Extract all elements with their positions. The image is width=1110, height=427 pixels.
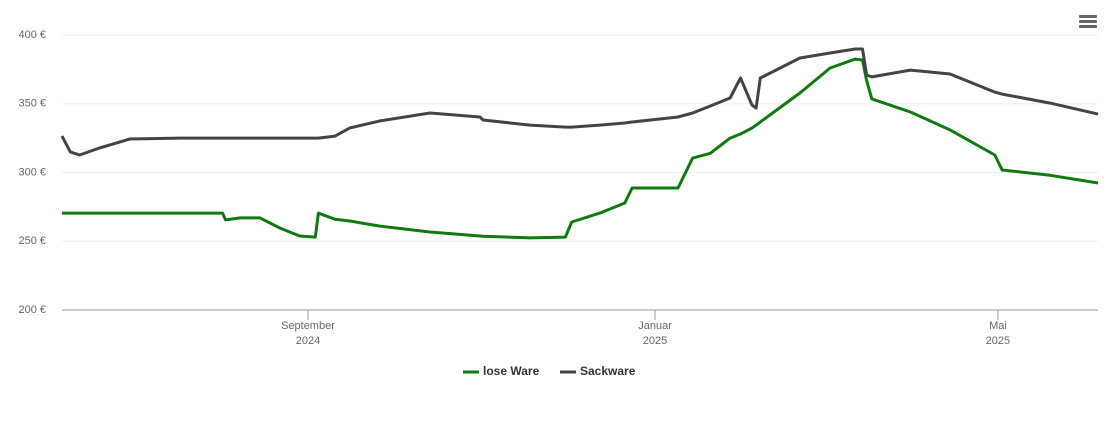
series-line	[62, 57, 1099, 240]
x-tick-label: Januar	[638, 320, 672, 332]
legend-item[interactable]: Sackware	[560, 364, 636, 378]
menu-button[interactable]	[1079, 15, 1097, 28]
x-tick-label: September	[281, 320, 335, 332]
x-tick-label: 2024	[296, 335, 320, 347]
y-tick-label: 300 €	[18, 166, 46, 178]
legend-item[interactable]: lose Ware	[463, 364, 540, 378]
x-tick-label: Mai	[989, 320, 1007, 332]
y-tick-label: 350 €	[18, 98, 46, 110]
legend-label: lose Ware	[483, 364, 540, 378]
y-tick-label: 200 €	[18, 304, 46, 316]
y-tick-label: 400 €	[18, 29, 46, 41]
menu-bar	[1079, 25, 1097, 28]
series-line	[60, 47, 1099, 157]
legend-label: Sackware	[580, 364, 636, 378]
menu-bar	[1079, 20, 1097, 23]
y-tick-label: 250 €	[18, 235, 46, 247]
menu-bar	[1079, 15, 1097, 18]
x-tick-label: 2025	[643, 335, 667, 347]
x-tick-label: 2025	[986, 335, 1010, 347]
